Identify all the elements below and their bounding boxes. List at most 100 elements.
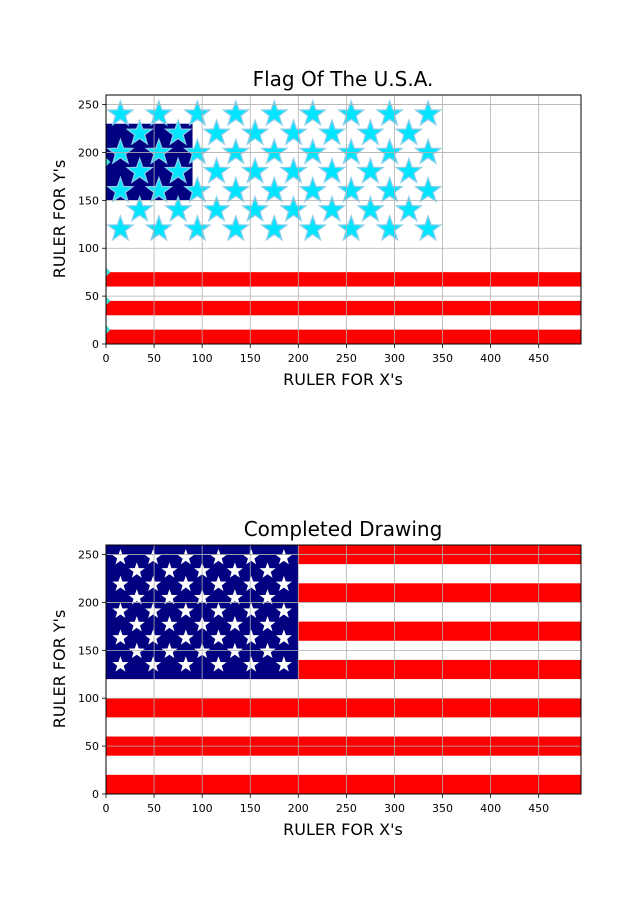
star bbox=[302, 141, 324, 162]
star bbox=[302, 218, 324, 238]
star bbox=[275, 548, 292, 565]
star bbox=[417, 103, 439, 124]
star bbox=[148, 218, 170, 238]
star bbox=[177, 629, 194, 645]
star bbox=[112, 629, 129, 645]
y-axis-label: RULER FOR Y's bbox=[50, 160, 69, 279]
star bbox=[321, 122, 343, 143]
y-tick-label: 50 bbox=[85, 740, 99, 753]
star bbox=[283, 160, 304, 181]
star bbox=[177, 602, 194, 618]
star bbox=[128, 615, 145, 632]
y-tick-label: 200 bbox=[78, 146, 99, 159]
x-tick-label: 100 bbox=[192, 802, 213, 815]
star bbox=[359, 122, 381, 143]
edge-marker bbox=[106, 267, 111, 277]
star bbox=[340, 179, 362, 200]
red-stripe bbox=[106, 329, 581, 344]
star bbox=[243, 575, 260, 592]
star bbox=[243, 548, 260, 565]
x-axis-label: RULER FOR X's bbox=[283, 370, 403, 389]
star bbox=[243, 629, 260, 645]
star bbox=[206, 122, 228, 143]
star bbox=[340, 141, 362, 162]
star bbox=[112, 602, 129, 618]
y-tick-label: 100 bbox=[78, 692, 99, 705]
x-tick-label: 450 bbox=[528, 352, 549, 365]
x-tick-label: 200 bbox=[288, 352, 309, 365]
completed-drawing-panel: Completed Drawing RULER FOR X's RULER FO… bbox=[50, 517, 582, 839]
x-tick-label: 400 bbox=[480, 352, 501, 365]
y-axis-label: RULER FOR Y's bbox=[50, 610, 69, 729]
star bbox=[161, 562, 178, 578]
axes-frame bbox=[105, 544, 582, 795]
star bbox=[210, 629, 227, 645]
y-tick-label: 250 bbox=[78, 99, 99, 112]
x-tick-label: 250 bbox=[336, 352, 357, 365]
star bbox=[210, 548, 227, 565]
star bbox=[186, 141, 208, 162]
y-tick-label: 0 bbox=[92, 338, 99, 351]
star bbox=[275, 602, 292, 618]
star bbox=[177, 575, 194, 592]
star bbox=[109, 179, 131, 200]
y-tick-label: 150 bbox=[78, 644, 99, 657]
x-tick-label: 200 bbox=[288, 802, 309, 815]
x-tick-label: 50 bbox=[147, 352, 161, 365]
x-tick-label: 350 bbox=[432, 352, 453, 365]
star bbox=[186, 179, 208, 200]
edge-marker bbox=[106, 325, 111, 335]
y-tick-label: 0 bbox=[92, 788, 99, 801]
star bbox=[359, 160, 381, 181]
plot-area: 0 50 100 150 200 250 300 350 400 450 0 50 100 150 200 2… bbox=[78, 544, 582, 815]
star bbox=[225, 141, 247, 162]
x-tick-label: 0 bbox=[103, 802, 110, 815]
star bbox=[206, 160, 228, 181]
star bbox=[417, 218, 439, 238]
star bbox=[340, 218, 362, 238]
star bbox=[263, 141, 285, 162]
x-tick-label: 400 bbox=[480, 802, 501, 815]
star bbox=[109, 141, 131, 162]
star bbox=[109, 103, 131, 124]
x-tick-label: 50 bbox=[147, 802, 161, 815]
star bbox=[275, 575, 292, 592]
star bbox=[161, 615, 178, 632]
star bbox=[259, 589, 276, 605]
star bbox=[148, 141, 170, 162]
star bbox=[359, 198, 381, 219]
star bbox=[109, 218, 131, 238]
star bbox=[145, 575, 162, 592]
star bbox=[398, 160, 420, 181]
star bbox=[263, 179, 285, 200]
star bbox=[283, 198, 304, 219]
x-axis-label: RULER FOR X's bbox=[283, 820, 403, 839]
y-tick-label: 250 bbox=[78, 549, 99, 562]
star bbox=[148, 179, 170, 200]
star bbox=[321, 160, 343, 181]
star bbox=[112, 575, 129, 592]
star bbox=[275, 656, 292, 672]
edge-marker bbox=[106, 157, 111, 167]
star bbox=[167, 198, 189, 219]
star bbox=[145, 656, 162, 672]
x-tick-label: 150 bbox=[240, 802, 261, 815]
star bbox=[302, 179, 324, 200]
star bbox=[177, 548, 194, 565]
star bbox=[263, 218, 285, 238]
y-tick-label: 150 bbox=[78, 194, 99, 207]
star bbox=[417, 141, 439, 162]
flag-drawing-panel: Flag Of The U.S.A. RULER FOR X's RULER F… bbox=[50, 67, 582, 389]
star bbox=[398, 122, 420, 143]
star bbox=[302, 103, 324, 124]
star bbox=[417, 179, 439, 200]
star bbox=[129, 198, 151, 219]
star bbox=[379, 141, 401, 162]
star bbox=[145, 602, 162, 618]
star bbox=[275, 629, 292, 645]
x-tick-label: 0 bbox=[103, 352, 110, 365]
chart-title: Flag Of The U.S.A. bbox=[253, 67, 434, 91]
star bbox=[379, 218, 401, 238]
star bbox=[206, 198, 228, 219]
star bbox=[112, 548, 129, 565]
